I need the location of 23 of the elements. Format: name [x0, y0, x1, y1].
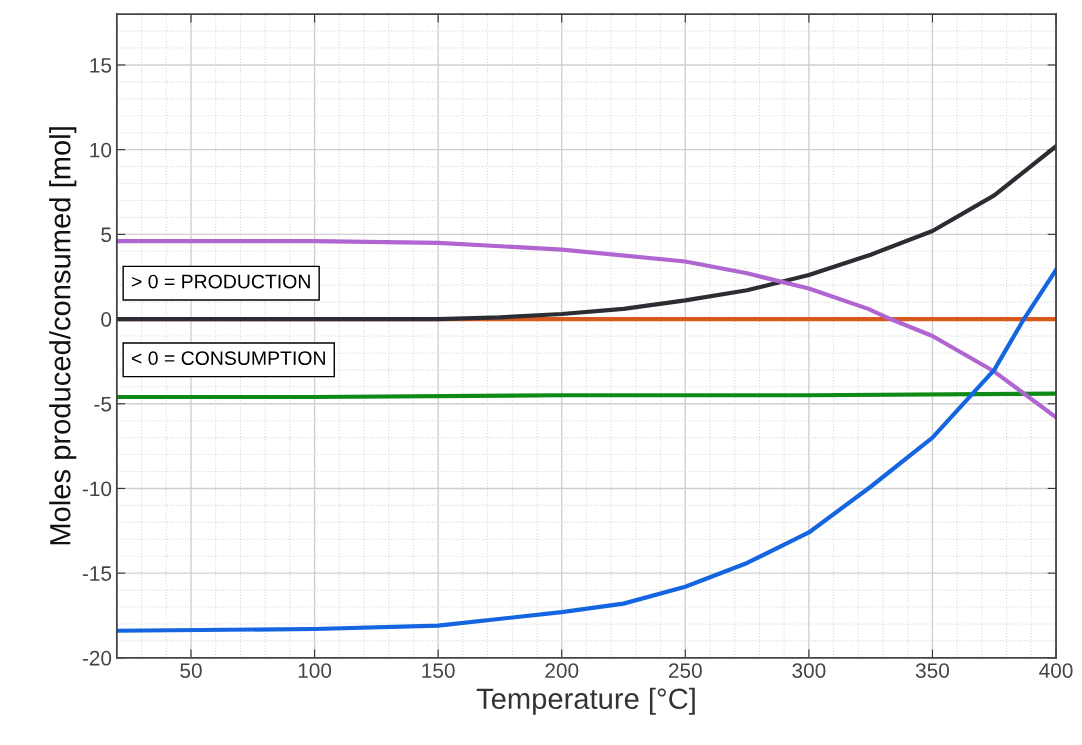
- x-tick-label: 50: [180, 663, 202, 678]
- x-tick-label: 400: [1039, 663, 1073, 678]
- y-tick-label: 10: [90, 142, 112, 158]
- x-axis-title: Temperature [°C]: [476, 687, 695, 715]
- line-series: [116, 239, 1057, 420]
- x-tick-label: 200: [545, 663, 579, 678]
- y-tick-label: -5: [94, 396, 112, 412]
- y-tick-label: -20: [82, 650, 112, 666]
- y-tick-label: 15: [90, 58, 112, 73]
- line-series: [116, 144, 1057, 322]
- line-series: [116, 267, 1057, 633]
- y-axis-title: Moles produced/consumed [mol]: [49, 127, 77, 545]
- annotation: > 0 = PRODUCTION: [131, 274, 310, 289]
- y-tick-label: 0: [101, 312, 112, 327]
- x-tick-label: 150: [422, 663, 455, 678]
- annotation: < 0 = CONSUMPTION: [131, 351, 325, 366]
- x-tick-label: 350: [915, 663, 950, 678]
- y-tick-label: -15: [82, 566, 112, 581]
- x-tick-label: 300: [792, 663, 826, 678]
- y-tick-label: -10: [82, 481, 112, 497]
- x-tick-label: 250: [668, 663, 702, 678]
- x-tick-label: 100: [298, 663, 332, 678]
- y-tick-label: 5: [101, 227, 112, 243]
